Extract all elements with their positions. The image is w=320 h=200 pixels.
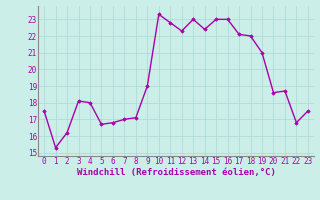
X-axis label: Windchill (Refroidissement éolien,°C): Windchill (Refroidissement éolien,°C) — [76, 168, 276, 177]
